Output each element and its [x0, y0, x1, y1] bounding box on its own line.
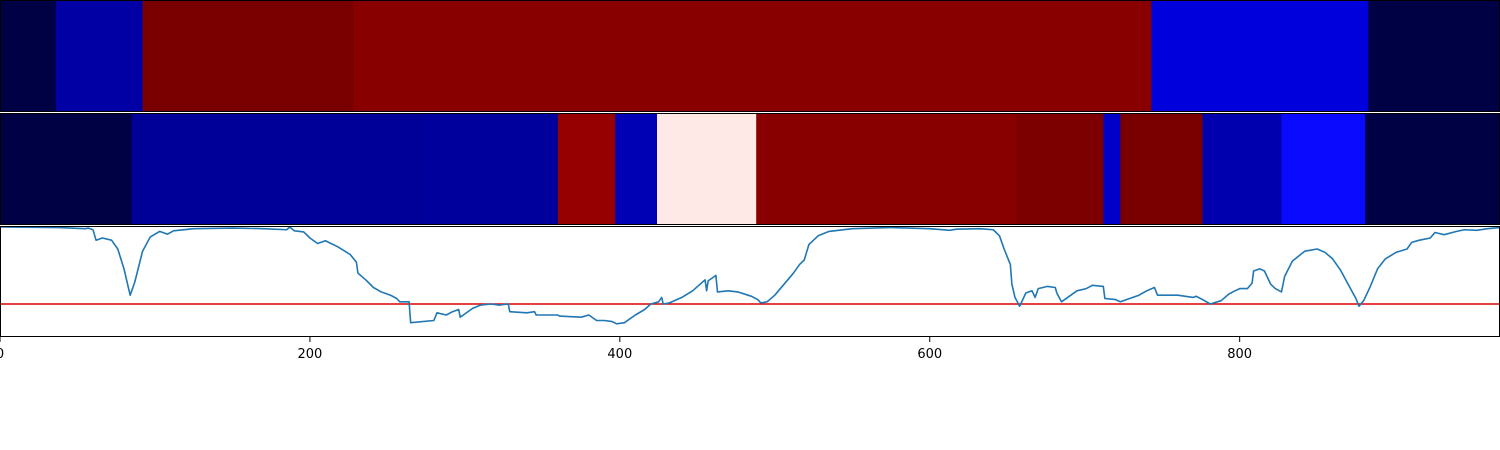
series-line-0 [0, 226, 1500, 325]
heatmap-bottom-cell-2 [423, 114, 559, 225]
x-axis: 0 200 400 600 800 [0, 337, 1252, 362]
heatmap-top-cell-3 [353, 1, 1152, 112]
heatmap-bottom-cell-3 [557, 114, 616, 225]
x-tick-label-400: 400 [607, 347, 632, 362]
heatmap-top-cell-4 [1151, 1, 1369, 112]
series-layer [0, 226, 1500, 325]
heatmap-top-cell-1 [55, 1, 144, 112]
x-tick-label-0: 0 [0, 347, 4, 362]
heatmap-bottom-cell-10 [1202, 114, 1283, 225]
x-tick-label-800: 800 [1227, 347, 1252, 362]
heatmap-bottom-cell-8 [1103, 114, 1121, 225]
heatmap-bottom-cell-7 [1016, 114, 1104, 225]
x-tick-label-200: 200 [298, 347, 323, 362]
heatmap-top-cell-2 [142, 1, 354, 112]
heatmap-top [0, 1, 1500, 112]
heatmap-top-cell-5 [1368, 1, 1500, 112]
heatmap-bottom [0, 114, 1500, 225]
heatmap-bottom-cell-9 [1120, 114, 1204, 225]
heatmap-bottom-cell-1 [131, 114, 424, 225]
heatmap-bottom-cell-11 [1281, 114, 1366, 225]
x-tick-label-600: 600 [917, 347, 942, 362]
heatmap-bottom-cell-5 [657, 114, 757, 225]
heatmap-bottom-cell-4 [615, 114, 658, 225]
heatmap-top-cell-0 [0, 1, 57, 112]
heatmap-bottom-cell-12 [1365, 114, 1500, 225]
heatmap-bottom-cell-6 [756, 114, 1018, 225]
heatmap-bottom-cell-0 [0, 114, 133, 225]
line-plot: 0 200 400 600 800 [0, 226, 1500, 362]
plot-area [0, 226, 1500, 337]
